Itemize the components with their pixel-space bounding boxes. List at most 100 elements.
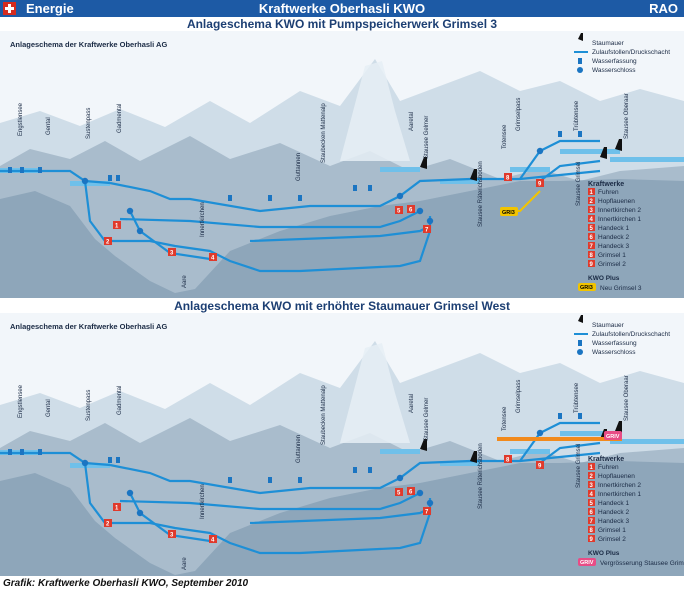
place-label: Stausee Räterichsboden — [478, 443, 484, 509]
legend-label: Zulaufstollen/Druckschacht — [592, 49, 670, 56]
place-label: Totensee — [502, 124, 508, 149]
power-plant-marker — [504, 455, 512, 463]
kwo-plus-badge-text: GRIV — [580, 560, 594, 566]
legend-label: Staumauer — [592, 40, 625, 47]
diagram-subtitle: Anlageschema der Kraftwerke Oberhasli AG — [10, 40, 167, 49]
plant-legend-number: 6 — [590, 235, 594, 241]
water-intake — [108, 175, 112, 181]
water-intake — [558, 413, 562, 419]
plant-legend-number: 6 — [590, 510, 594, 516]
place-label: Guttannen — [296, 153, 302, 181]
plant-legend-marker — [588, 481, 595, 488]
surge-tank-dot — [396, 192, 404, 200]
plant-legend-marker — [588, 535, 595, 542]
plant-legend-number: 3 — [590, 483, 594, 489]
surge-tank-dot — [426, 499, 434, 507]
legend-surge-icon — [577, 67, 583, 73]
place-label: Guttannen — [296, 435, 302, 463]
plant-legend-marker — [588, 197, 595, 204]
surge-tank-dot — [416, 489, 424, 497]
place-label: Stausee Gelmer — [424, 398, 430, 441]
kwo-plus-badge — [578, 283, 596, 291]
plant-legend-number: 7 — [590, 244, 594, 250]
power-plant-number: 6 — [409, 490, 413, 496]
panel-2-title: Anlageschema KWO mit erhöhter Staumauer … — [174, 299, 510, 313]
power-plant-number: 7 — [425, 510, 429, 516]
plant-legend-marker — [588, 508, 595, 515]
lake — [560, 149, 620, 154]
pressure-tunnel — [119, 492, 421, 511]
lake — [440, 461, 480, 466]
panel-1-title: Anlageschema KWO mit Pumpspeicherwerk Gr… — [186, 17, 498, 31]
water-intake — [353, 185, 357, 191]
plant-legend-marker — [588, 215, 595, 222]
place-label: Stausee Gelmer — [424, 116, 430, 159]
place-label: Trübtensee — [574, 382, 580, 413]
surge-tank-dot — [396, 474, 404, 482]
plant-legend-name: Innertkirchen 2 — [598, 207, 641, 214]
plant-legend-name: Handeck 3 — [598, 518, 629, 525]
lake — [610, 157, 684, 162]
kraftwerke-heading: Kraftwerke — [588, 456, 624, 463]
place-label: Innertkirchen — [200, 202, 206, 237]
gri3-map-badge: GRI3 — [502, 210, 515, 216]
header-right-label: RAO — [649, 1, 678, 16]
plant-legend-name: Handeck 2 — [598, 509, 629, 516]
power-plant-marker — [168, 248, 176, 256]
power-plant-number: 7 — [425, 228, 429, 234]
lake — [510, 449, 550, 454]
lake — [380, 449, 420, 454]
power-plant-marker — [423, 225, 431, 233]
plant-legend-name: Innertkirchen 1 — [598, 491, 641, 498]
power-plant-marker — [536, 179, 544, 187]
surge-tank-dot — [536, 147, 544, 155]
pressure-tunnel — [129, 210, 211, 261]
surge-tank-dot — [81, 459, 89, 467]
plant-legend-number: 8 — [590, 528, 594, 534]
lake — [70, 463, 110, 468]
dam-icon — [420, 439, 427, 451]
water-intake — [228, 195, 232, 201]
pressure-tunnel — [539, 159, 601, 182]
place-label: Staubecken Mattenalp — [321, 103, 327, 163]
plant-legend-marker — [588, 499, 595, 506]
plant-legend-number: 4 — [590, 492, 594, 498]
power-plant-marker — [104, 237, 112, 245]
section-label: Energie — [26, 1, 74, 16]
pressure-tunnel — [119, 210, 421, 229]
kwo-plus-heading: KWO Plus — [588, 275, 620, 282]
water-intake — [38, 167, 42, 173]
plant-legend-name: Handeck 1 — [598, 225, 629, 232]
plant-legend-name: Fuhren — [598, 464, 619, 471]
kraftwerke-heading: Kraftwerke — [588, 181, 624, 188]
plant-legend-marker — [588, 260, 595, 267]
lake — [70, 181, 110, 186]
place-label: Stausee Grimsel — [576, 444, 582, 488]
diagram-subtitle: Anlageschema der Kraftwerke Oberhasli AG — [10, 322, 167, 331]
power-plant-marker — [536, 461, 544, 469]
power-plant-number: 4 — [211, 538, 215, 544]
surge-tank-dot — [536, 429, 544, 437]
surge-tank-dot — [126, 207, 134, 215]
legend-dam-icon — [578, 315, 583, 323]
plant-legend-marker — [588, 206, 595, 213]
surge-tank-dot — [416, 207, 424, 215]
pressure-tunnel — [109, 451, 601, 495]
header-title: Kraftwerke Oberhasli KWO — [258, 1, 426, 16]
plant-legend-marker — [588, 517, 595, 524]
legend-label: Staumauer — [592, 322, 625, 329]
place-label: Innertkirchen — [200, 484, 206, 519]
legend-label: Wasserschloss — [592, 67, 636, 74]
place-label: Engstlensee — [18, 102, 24, 136]
kwo-plus-badge-text: GRI3 — [580, 285, 593, 291]
plant-legend-marker — [588, 463, 595, 470]
power-plant-number: 1 — [115, 506, 119, 512]
water-intake — [20, 449, 24, 455]
snow-peak — [340, 61, 410, 161]
plant-legend-marker — [588, 472, 595, 479]
place-label: Staubecken Mattenalp — [321, 385, 327, 445]
water-intake — [578, 413, 582, 419]
water-intake — [108, 457, 112, 463]
lake — [510, 167, 550, 172]
plant-legend-marker — [588, 233, 595, 240]
